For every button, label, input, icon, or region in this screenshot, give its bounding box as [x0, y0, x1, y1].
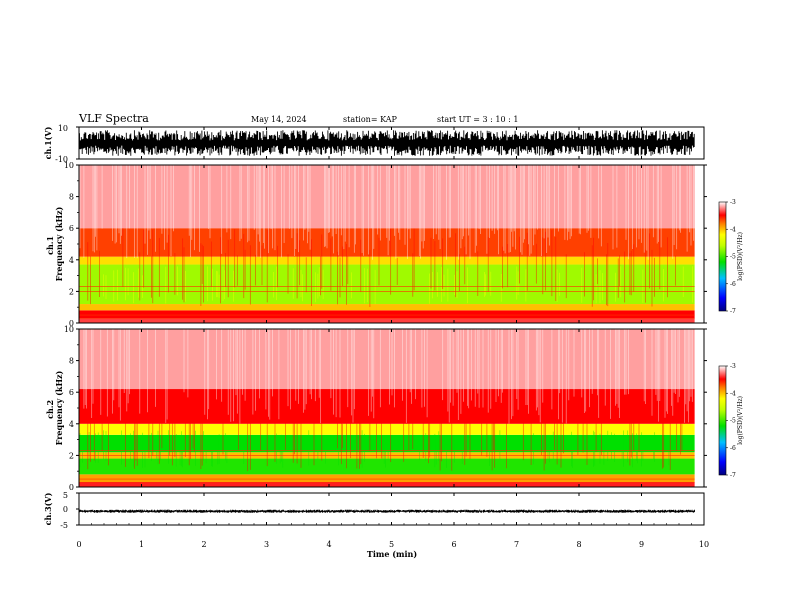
ch2-spectrogram-ytick-label-0: 0 — [69, 483, 74, 492]
ch1-spectrogram-panel: 0 2 4 6 8 10 ch.1 Frequency (kHz) — [45, 161, 707, 328]
ch2-spectrogram-band-6 — [79, 389, 695, 424]
ch1-spectrogram-band-1 — [79, 310, 695, 319]
ch2-spectrogram-colorbar-label-0: -3 — [730, 363, 736, 370]
ch1-spectrogram-red-streaks — [87, 228, 676, 307]
ch2-spectrogram-bands — [79, 329, 695, 487]
ch1-spectrogram-ytick-label-3: 6 — [69, 224, 74, 233]
ch2-spectrogram-colorbar-label-3: -6 — [730, 445, 736, 452]
ch2-spectrogram-channel-label: ch.2 Frequency (kHz) — [45, 370, 64, 445]
ch2-spectrogram-white-streaks — [83, 329, 693, 424]
ch2-spectrogram-band-2 — [79, 458, 695, 475]
ch2-spectrogram-panel: 0 2 4 6 8 10 ch.2 Frequency (kHz) — [45, 325, 707, 492]
time-tick-label-0: 0 — [76, 540, 81, 549]
start-time-label: start UT = 3 : 10 : 1 — [437, 115, 518, 124]
ch1-spectrogram-ytick-label-0: 0 — [69, 319, 74, 328]
ch1-spectrogram-ytick-label-1: 2 — [69, 287, 74, 296]
ch1-spectrogram-ytick-label-5: 10 — [64, 161, 74, 170]
ch2-spectrogram-band-0 — [79, 482, 695, 487]
ch1-spectrogram-ylabel-line2: Frequency (kHz) — [54, 206, 64, 281]
ch1-spectrogram-band-0 — [79, 318, 695, 323]
ch2-spectrogram-ytick-label-1: 2 — [69, 451, 74, 460]
ch3-waveform-ytick-bottom: -5 — [60, 521, 68, 530]
time-tick-label-1: 1 — [139, 540, 144, 549]
ch3-waveform-ytick-mid: 0 — [63, 505, 68, 514]
ch1-spectrogram-channel-label: ch.1 Frequency (kHz) — [45, 206, 64, 281]
ch2-spectrogram-colorbar-title: log(PSD)(V²/Hz) — [737, 396, 744, 445]
ch2-spectrogram-band-5 — [79, 423, 695, 435]
ch1-spectrogram-colorbar-gradient — [718, 201, 727, 312]
ch1-spectrogram-y-ticks: 0 2 4 6 8 10 — [64, 161, 707, 328]
ch1-waveform-ytick-bottom: -10 — [55, 155, 68, 164]
ch2-spectrogram-y-ticks: 0 2 4 6 8 10 — [64, 325, 707, 492]
time-tick-label-8: 8 — [576, 540, 581, 549]
ch1-waveform-ytick-top: 10 — [58, 124, 68, 133]
ch3-waveform-panel: 5 0 -5 ch.3(V) — [43, 491, 705, 530]
ch2-spectrogram-colorbar-gradient — [718, 365, 727, 476]
date-label: May 14, 2024 — [251, 115, 307, 124]
ch1-spectrogram-colorbar-label-2: -5 — [730, 254, 736, 261]
ch2-spectrogram-ytick-label-2: 4 — [69, 420, 74, 429]
ch1-spectrogram-white-streaks — [79, 165, 694, 260]
ch2-spectrogram-band-4 — [79, 434, 695, 453]
time-axis-label: Time (min) — [367, 549, 417, 559]
ch2-colorbar: -3 -4 -5 -6 -7 log(PSD)(V²/Hz) — [718, 363, 744, 479]
ch1-spectrogram-band-2 — [79, 304, 695, 311]
figure-title: VLF Spectra — [78, 112, 149, 125]
time-tick-label-10: 10 — [699, 540, 709, 549]
ch1-spectrogram-band-3 — [79, 264, 695, 305]
time-tick-label-2: 2 — [201, 540, 206, 549]
ch2-spectrogram-streaks — [79, 329, 695, 483]
ch1-spectrogram-ylabel-line1: ch.1 — [45, 236, 55, 255]
ch2-spectrogram-red-streaks — [87, 392, 683, 472]
ch2-spectrogram-band-1 — [79, 474, 695, 483]
ch3-waveform-ytick-top: 5 — [63, 491, 68, 500]
ch1-spectrogram-colorbar-label-4: -7 — [730, 308, 736, 315]
ch2-spectrogram-ytick-label-5: 10 — [64, 325, 74, 334]
ch2-spectrogram-ytick-label-4: 8 — [69, 357, 74, 366]
ch1-spectrogram-colorbar-label-1: -4 — [730, 226, 736, 233]
ch1-waveform-panel: 10 -10 ch.1(V) — [43, 124, 705, 164]
ch2-spectrogram-ytick-label-3: 6 — [69, 388, 74, 397]
ch1-spectrogram-colorbar-title: log(PSD)(V²/Hz) — [737, 232, 744, 281]
ch2-spectrogram-colorbar-label-2: -5 — [730, 418, 736, 425]
station-label: station= KAP — [343, 115, 398, 124]
ch2-spectrogram-ylabel-line1: ch.2 — [45, 400, 55, 419]
ch2-spectrogram-ylabel-line2: Frequency (kHz) — [54, 370, 64, 445]
ch1-spectrogram-ytick-label-2: 4 — [69, 256, 74, 265]
ch1-spectrogram-colorbar-label-3: -6 — [730, 281, 736, 288]
time-tick-label-5: 5 — [389, 540, 394, 549]
time-tick-label-6: 6 — [451, 540, 456, 549]
ch3-waveform-ylabel: ch.3(V) — [43, 492, 53, 525]
time-tick-label-7: 7 — [514, 540, 519, 549]
ch1-colorbar: -3 -4 -5 -6 -7 log(PSD)(V²/Hz) — [718, 199, 744, 315]
time-tick-label-9: 9 — [639, 540, 644, 549]
ch1-waveform-ylabel: ch.1(V) — [43, 126, 53, 159]
ch1-spectrogram-ytick-label-4: 8 — [69, 193, 74, 202]
ch1-spectrogram-colorbar-label-0: -3 — [730, 199, 736, 206]
time-tick-label-4: 4 — [326, 540, 331, 549]
ch1-spectrogram-band-4 — [79, 256, 695, 265]
ch2-spectrogram-colorbar-label-4: -7 — [730, 472, 736, 479]
ch2-spectrogram-colorbar-label-1: -4 — [730, 390, 736, 397]
time-axis: 0 1 2 3 4 5 6 7 8 9 10 — [76, 127, 709, 549]
time-tick-label-3: 3 — [264, 540, 269, 549]
ch1-spectrogram-streaks — [79, 165, 695, 319]
ch2-spectrogram-band-7 — [79, 329, 695, 390]
